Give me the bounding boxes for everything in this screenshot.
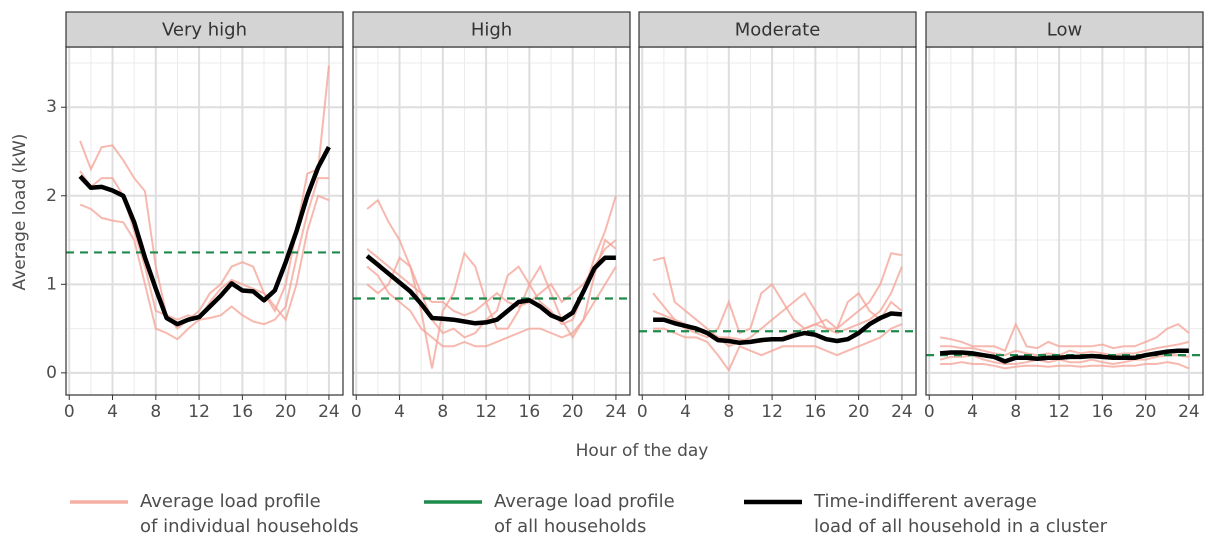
strip [352, 11, 631, 48]
x-tick-label: 4 [107, 402, 118, 422]
cluster-average-line [939, 348, 1189, 364]
x-tick-label: 20 [562, 402, 584, 422]
strip [638, 11, 917, 48]
x-tick-label: 16 [805, 402, 827, 422]
y-tick-label: 0 [46, 363, 57, 383]
x-tick-label: 12 [188, 402, 210, 422]
x-tick-label: 12 [761, 402, 783, 422]
strip-title: Very high [162, 20, 247, 41]
x-tick-label: 24 [891, 402, 913, 422]
x-tick-label: 0 [351, 402, 362, 422]
household-line [940, 340, 1190, 357]
legend-label: Average load profile [494, 491, 675, 512]
x-tick-label: 4 [680, 402, 691, 422]
household-line [653, 323, 903, 373]
x-tick-label: 8 [437, 402, 448, 422]
legend-label: of all households [494, 516, 646, 537]
y-axis-label: Average load (kW) [10, 134, 30, 291]
x-tick-label: 8 [1010, 402, 1021, 422]
household-line [366, 239, 617, 317]
legend-label: of individual households [140, 516, 359, 537]
x-tick-label: 20 [1135, 402, 1157, 422]
legend-label: load of all household in a cluster [814, 516, 1108, 537]
panel-background [926, 47, 1203, 395]
x-tick-label: 12 [1048, 402, 1070, 422]
household-line [940, 361, 1190, 370]
household-line [366, 238, 617, 369]
x-tick-label: 0 [637, 402, 648, 422]
y-tick-label: 1 [46, 274, 57, 294]
strip-title: Moderate [735, 20, 821, 41]
x-tick-label: 12 [475, 402, 497, 422]
household-line [939, 321, 1190, 353]
x-tick-label: 4 [967, 402, 978, 422]
x-tick-label: 20 [275, 402, 297, 422]
household-line [366, 265, 617, 348]
y-tick-label: 2 [46, 186, 57, 206]
legend-label: Average load profile [140, 491, 321, 512]
panel-background [639, 47, 916, 395]
household-line [79, 177, 329, 341]
x-tick-label: 8 [150, 402, 161, 422]
x-tick-label: 4 [394, 402, 405, 422]
household-line [652, 282, 903, 339]
household-line [939, 354, 1190, 366]
x-tick-label: 24 [318, 402, 340, 422]
cluster-average-line [653, 311, 903, 346]
panel-background [353, 47, 630, 395]
x-tick-label: 24 [605, 402, 627, 422]
x-tick-label: 0 [924, 402, 935, 422]
x-tick-label: 16 [1092, 402, 1114, 422]
x-axis-label: Hour of the day [576, 441, 709, 461]
household-line [652, 252, 903, 348]
strip-title: Low [1047, 20, 1082, 41]
strip [65, 11, 344, 48]
household-line [79, 65, 330, 331]
x-tick-label: 16 [519, 402, 541, 422]
x-tick-label: 8 [723, 402, 734, 422]
strip-title: High [471, 20, 512, 41]
y-tick-label: 3 [46, 97, 57, 117]
cluster-average-line [78, 146, 331, 327]
strip [925, 11, 1204, 48]
x-tick-label: 24 [1178, 402, 1200, 422]
x-tick-label: 0 [64, 402, 75, 422]
x-tick-label: 16 [232, 402, 254, 422]
cluster-average-line [365, 254, 616, 326]
x-tick-label: 20 [848, 402, 870, 422]
legend-label: Time-indifferent average [813, 491, 1037, 512]
